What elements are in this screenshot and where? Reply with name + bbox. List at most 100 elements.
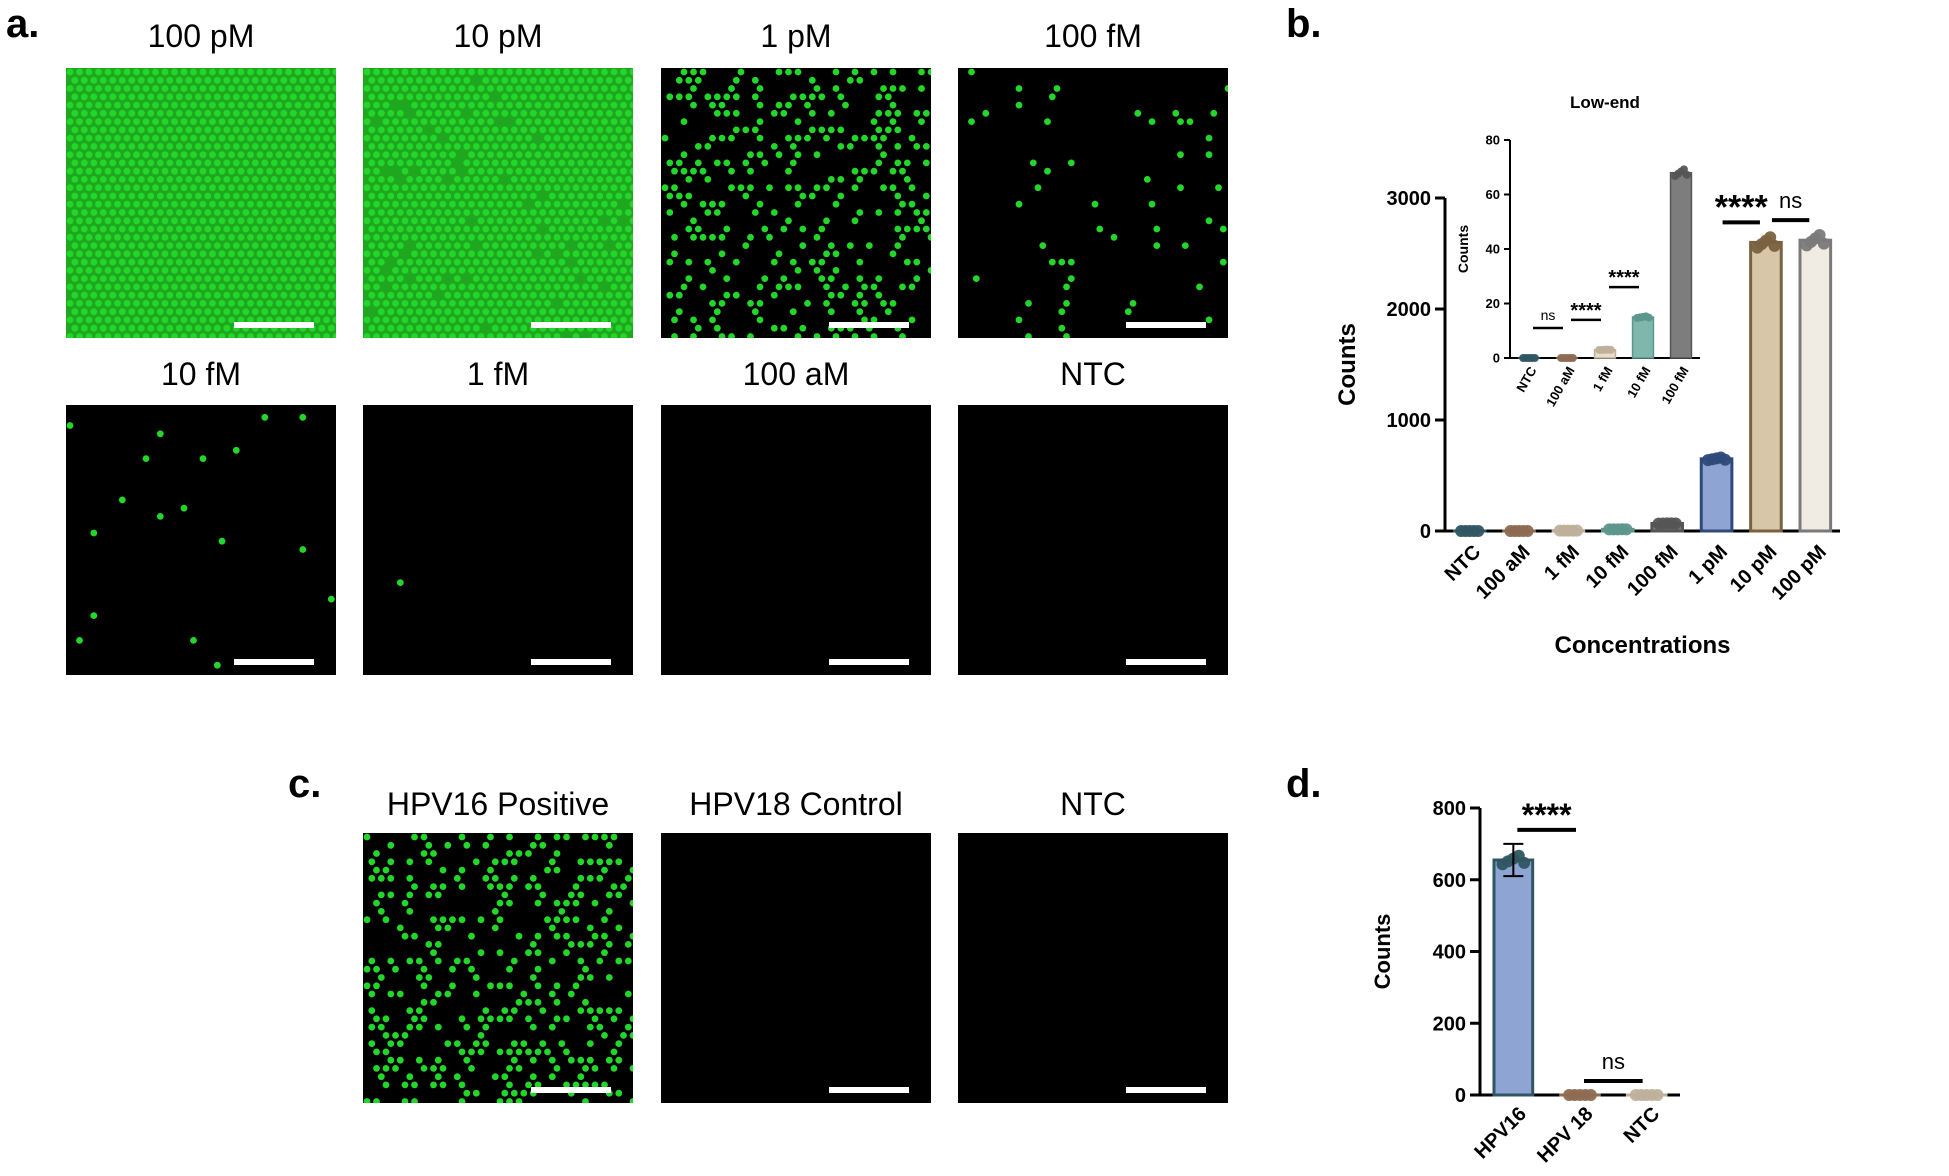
positive-droplet xyxy=(775,68,783,76)
positive-droplet xyxy=(506,982,513,990)
positive-droplet xyxy=(256,101,264,109)
positive-droplet xyxy=(396,242,404,250)
positive-droplet xyxy=(156,242,164,250)
positive-droplet xyxy=(425,209,433,216)
positive-droplet xyxy=(799,242,807,250)
positive-droplet xyxy=(520,1040,528,1047)
positive-droplet xyxy=(534,233,542,241)
positive-droplet xyxy=(90,612,98,619)
positive-droplet xyxy=(114,333,121,338)
positive-droplet xyxy=(66,267,74,274)
positive-droplet xyxy=(463,242,471,250)
positive-droplet xyxy=(213,109,221,117)
positive-droplet xyxy=(332,250,336,258)
positive-droplet xyxy=(180,200,188,208)
positive-droplet xyxy=(76,68,83,76)
positive-droplet xyxy=(289,93,297,101)
positive-droplet xyxy=(114,300,121,307)
positive-droplet xyxy=(596,957,604,965)
positive-droplet xyxy=(223,109,231,117)
positive-droplet xyxy=(463,324,471,332)
fluorescence-image-100fM xyxy=(958,68,1228,338)
positive-droplet xyxy=(718,250,726,258)
positive-droplet xyxy=(624,324,632,332)
positive-droplet xyxy=(520,176,528,183)
positive-droplet xyxy=(387,874,395,882)
positive-droplet xyxy=(567,93,575,101)
positive-droplet xyxy=(694,143,702,150)
positive-droplet xyxy=(918,217,925,225)
positive-droplet xyxy=(468,167,475,175)
positive-droplet xyxy=(529,941,537,948)
positive-droplet xyxy=(799,324,807,332)
positive-droplet xyxy=(439,1065,447,1072)
positive-droplet xyxy=(142,250,150,258)
positive-droplet xyxy=(629,101,633,109)
positive-droplet xyxy=(534,982,542,990)
positive-droplet xyxy=(713,159,721,167)
positive-droplet xyxy=(185,76,193,84)
positive-droplet xyxy=(415,242,423,250)
positive-droplet xyxy=(756,134,764,142)
positive-droplet xyxy=(114,68,121,76)
positive-droplet xyxy=(175,159,183,167)
positive-droplet xyxy=(591,184,599,192)
positive-droplet xyxy=(247,118,254,125)
positive-droplet xyxy=(1224,85,1228,92)
positive-droplet xyxy=(420,233,428,241)
positive-droplet xyxy=(392,267,399,274)
positive-droplet xyxy=(1096,225,1104,233)
positive-droplet xyxy=(477,184,485,192)
positive-droplet xyxy=(190,151,197,159)
positive-droplet xyxy=(510,143,518,150)
positive-droplet xyxy=(133,167,140,175)
positive-droplet xyxy=(209,101,216,109)
positive-droplet xyxy=(539,841,547,849)
positive-droplet xyxy=(472,324,480,332)
positive-droplet xyxy=(520,93,528,101)
positive-droplet xyxy=(894,192,902,200)
positive-droplet xyxy=(382,134,390,142)
positive-droplet xyxy=(406,159,414,167)
positive-droplet xyxy=(190,184,197,192)
positive-droplet xyxy=(487,833,494,841)
positive-droplet xyxy=(368,176,376,183)
positive-droplet xyxy=(327,275,335,282)
positive-droplet xyxy=(313,101,321,109)
droplet-array xyxy=(66,413,335,669)
positive-droplet xyxy=(406,874,414,882)
positive-droplet xyxy=(76,167,83,175)
positive-droplet xyxy=(610,333,618,338)
positive-droplet xyxy=(71,192,79,200)
positive-droplet xyxy=(99,126,107,134)
positive-droplet xyxy=(420,982,428,990)
replicate-point xyxy=(1518,856,1531,869)
positive-droplet xyxy=(185,93,193,101)
positive-droplet xyxy=(515,300,523,307)
positive-droplet xyxy=(586,275,594,282)
positive-droplet xyxy=(794,283,802,291)
positive-droplet xyxy=(363,233,371,241)
positive-droplet xyxy=(449,200,456,208)
positive-droplet xyxy=(299,275,307,282)
positive-droplet xyxy=(770,291,778,299)
positive-droplet xyxy=(1034,184,1042,192)
positive-droplet xyxy=(373,316,380,324)
positive-droplet xyxy=(458,118,466,125)
positive-droplet xyxy=(199,316,207,324)
positive-droplet xyxy=(299,126,307,134)
positive-droplet xyxy=(123,233,131,241)
y-tick-label: 20 xyxy=(1486,296,1500,311)
positive-droplet xyxy=(927,267,931,274)
positive-droplet xyxy=(161,333,169,338)
positive-droplet xyxy=(411,85,418,92)
positive-droplet xyxy=(180,118,188,125)
positive-droplet xyxy=(228,283,235,291)
positive-droplet xyxy=(251,209,259,216)
positive-droplet xyxy=(285,134,292,142)
positive-droplet xyxy=(756,200,764,208)
positive-droplet xyxy=(420,965,428,973)
positive-droplet xyxy=(675,291,683,299)
positive-droplet xyxy=(401,200,409,208)
